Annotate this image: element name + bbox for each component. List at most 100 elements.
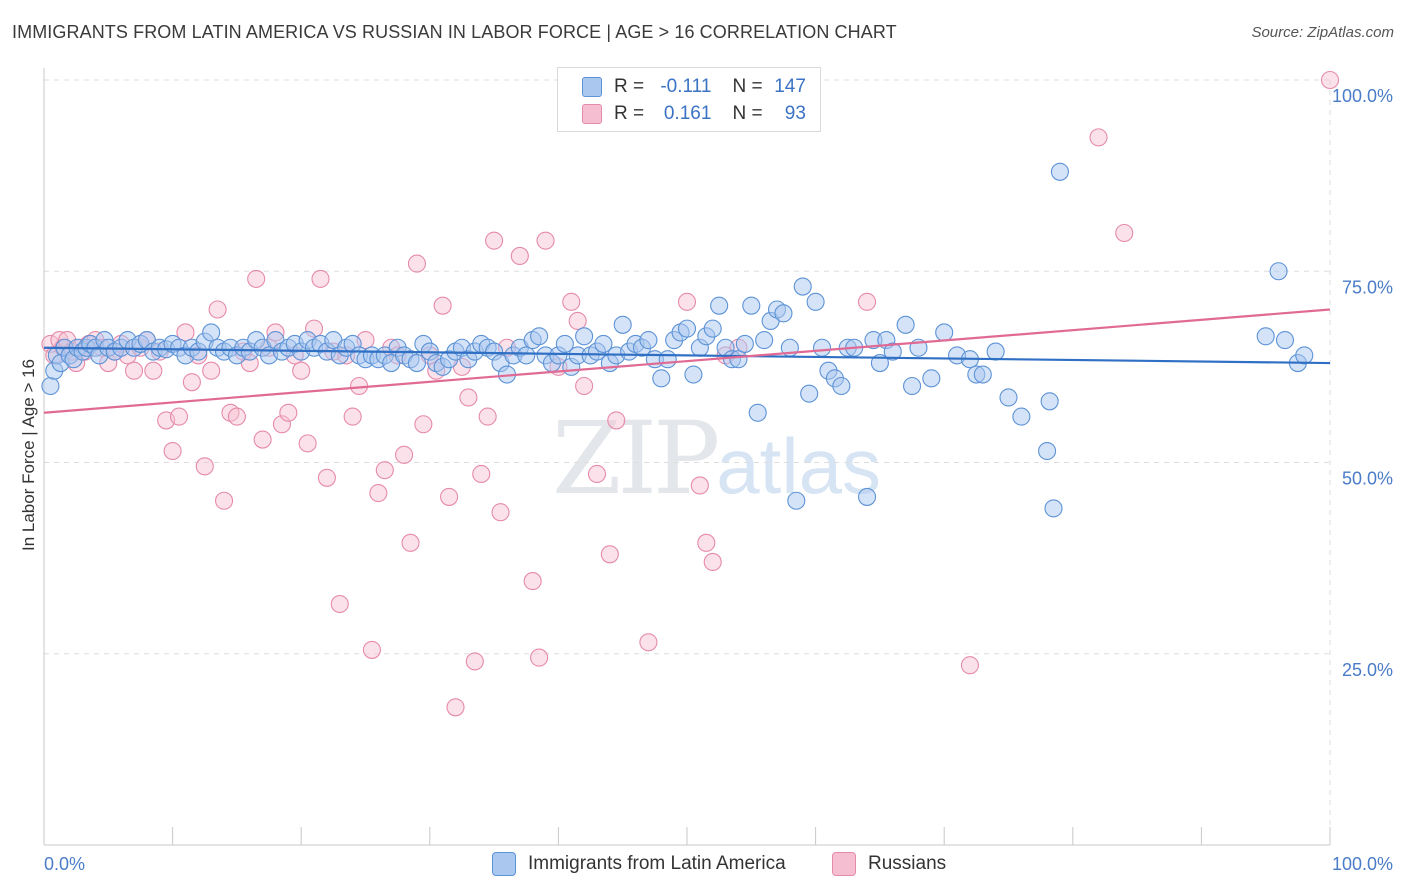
russians-point <box>530 648 549 667</box>
russians-point <box>362 640 381 659</box>
latin-america-point <box>594 334 613 353</box>
legend-swatch-blue <box>582 77 602 97</box>
latin-america-point <box>684 365 703 384</box>
russians-point <box>279 403 298 422</box>
bottom-legend-swatch-pink <box>832 852 856 876</box>
y-tick-label: 75.0% <box>1342 277 1393 297</box>
legend-r-value: -0.111 <box>660 76 712 97</box>
bottom-legend-label: Immigrants from Latin America <box>528 853 786 874</box>
latin-america-point <box>922 369 941 388</box>
bottom-legend-swatch-blue <box>492 852 516 876</box>
latin-america-point <box>999 388 1018 407</box>
y-tick-label: 100.0% <box>1332 86 1393 106</box>
watermark: ZIPatlas <box>552 400 881 517</box>
latin-america-point <box>658 350 677 369</box>
latin-america-point <box>935 323 954 342</box>
latin-america-point <box>517 346 536 365</box>
russians-point <box>401 533 420 552</box>
russians-point <box>169 407 189 426</box>
russians-point <box>472 464 491 484</box>
legend-row-russians: R = 0.161 N = 93 <box>582 101 806 127</box>
russians-point <box>703 552 722 572</box>
russians-point <box>1089 128 1108 147</box>
russians-point <box>407 254 426 273</box>
latin-america-point <box>973 365 992 384</box>
legend-n-label: N = <box>732 76 763 97</box>
russians-point <box>1320 70 1340 90</box>
bottom-legend-russians: Russians <box>832 851 946 877</box>
russians-point <box>414 415 433 434</box>
russians-point <box>639 633 658 652</box>
x-tick-label: 100.0% <box>1332 854 1393 874</box>
latin-america-point <box>613 315 632 334</box>
latin-america-point <box>202 323 221 342</box>
grid-lines <box>44 79 1331 845</box>
russians-point <box>195 457 214 476</box>
chart-title: IMMIGRANTS FROM LATIN AMERICA VS RUSSIAN… <box>12 22 897 42</box>
russians-point <box>433 296 452 315</box>
latin-america-point <box>1295 346 1314 365</box>
y-axis-title: In Labor Force | Age > 16 <box>19 359 38 551</box>
axes <box>43 68 1331 846</box>
russians-point <box>330 594 349 614</box>
russians-point <box>375 461 394 480</box>
latin-america-points <box>41 162 1314 518</box>
russians-point <box>440 487 459 506</box>
latin-america-point <box>1038 441 1057 461</box>
russians-point <box>600 545 619 564</box>
latin-america-point <box>575 327 594 346</box>
latin-america-point <box>832 376 851 396</box>
latin-america-point <box>555 334 574 353</box>
bottom-legend-latin-america: Immigrants from Latin America <box>492 851 786 877</box>
russians-point <box>857 292 877 311</box>
russians-point <box>536 231 555 250</box>
latin-america-point <box>1269 262 1288 281</box>
russians-point <box>690 476 709 495</box>
russians-point <box>697 533 716 552</box>
latin-america-point <box>883 342 902 361</box>
russians-point <box>491 503 510 522</box>
latin-america-point <box>1275 331 1295 350</box>
source-label: Source: ZipAtlas.com <box>1251 24 1394 41</box>
legend-n-value: 93 <box>784 103 806 124</box>
latin-america-point <box>986 342 1005 361</box>
russians-point <box>176 323 195 342</box>
russians-point <box>523 572 542 591</box>
latin-america-point <box>755 331 774 350</box>
x-tick-label: 0.0% <box>44 854 85 874</box>
russians-point <box>208 300 227 319</box>
russians-point <box>575 376 594 396</box>
latin-america-point <box>639 331 658 350</box>
russians-points <box>41 70 1340 717</box>
russians-point <box>369 484 388 503</box>
latin-america-point <box>1040 392 1059 411</box>
russians-point <box>124 361 144 380</box>
bottom-legend-label: Russians <box>868 853 947 874</box>
latin-america-point <box>1050 162 1069 181</box>
y-tick-label: 50.0% <box>1342 469 1393 489</box>
legend-r-value: 0.161 <box>663 103 712 124</box>
russians-point <box>478 407 497 426</box>
latin-america-point <box>1012 407 1031 426</box>
russians-point <box>960 656 979 675</box>
russians-point <box>247 269 266 288</box>
russians-point <box>182 373 201 392</box>
russians-point <box>607 411 626 430</box>
latin-america-point <box>742 296 761 315</box>
latin-america-point <box>407 353 426 373</box>
russians-point <box>395 445 414 464</box>
legend-n-value: 147 <box>774 76 806 97</box>
russians-point <box>446 698 465 717</box>
legend-r-label: R = <box>614 76 645 97</box>
stats-legend: R = -0.111 N = 147 R = 0.161 N = 93 <box>557 67 821 132</box>
legend-r-label: R = <box>614 103 645 124</box>
latin-america-point <box>530 327 549 346</box>
latin-america-point <box>703 319 722 338</box>
latin-america-point <box>896 315 915 334</box>
russians-point <box>311 269 330 288</box>
latin-america-point <box>902 376 922 396</box>
russians-point <box>317 468 336 487</box>
legend-row-latin-america: R = -0.111 N = 147 <box>582 74 806 100</box>
russians-point <box>272 415 291 434</box>
